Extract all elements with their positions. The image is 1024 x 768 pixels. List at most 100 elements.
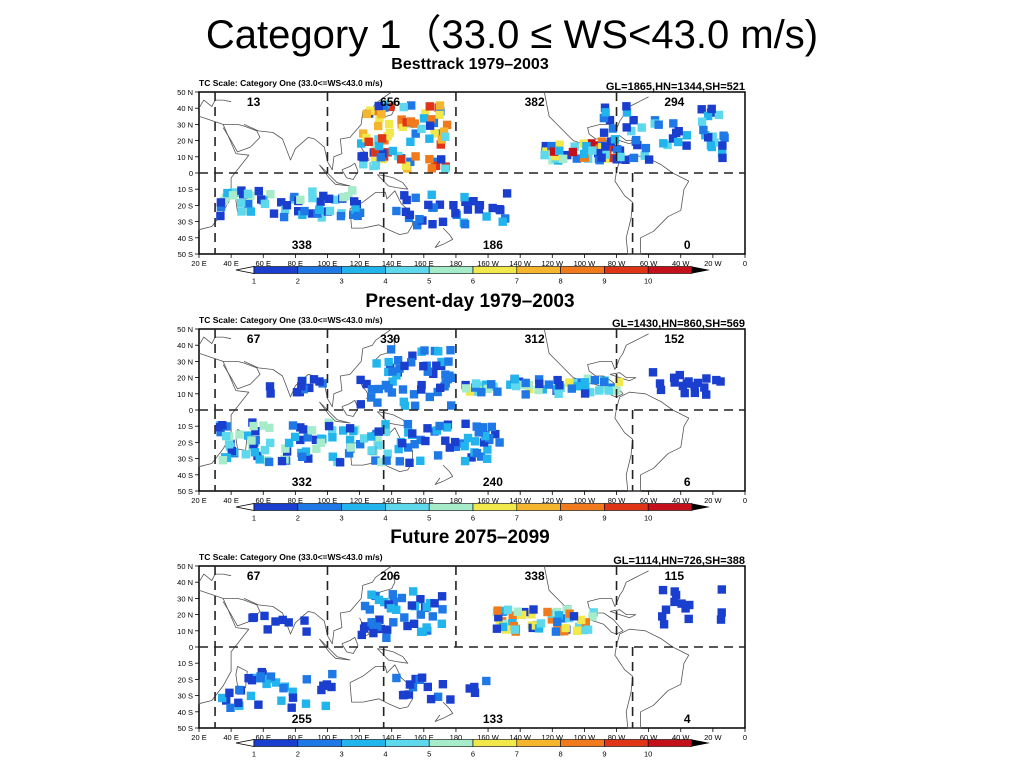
lat-label: 50 N [177,88,193,97]
colorbar-tick: 6 [471,277,475,286]
density-cell-sio [221,431,231,441]
colorbar-segment [253,266,299,274]
density-cell-atl [608,124,618,133]
density-cell-sio [290,432,300,442]
region-count-sio: 338 [292,238,312,252]
density-cell-spac [495,438,504,447]
density-cell-atl [704,133,713,142]
density-cell-wnp [416,595,425,604]
density-cell-spac [435,421,444,431]
lon-label: 60 E [256,733,271,742]
density-cell-atl [682,131,691,140]
map-panel-2: Future 2075–2099 TC Scale: Category One (… [177,527,747,759]
density-cell-sio [383,449,392,458]
density-cell-sio [249,421,258,431]
density-cell-wnp [374,384,383,394]
density-cell-enp [553,617,562,626]
density-cell-atl [610,135,620,144]
density-cell-sio [339,426,348,435]
coastline [614,391,690,492]
density-cell-sio [359,434,369,443]
density-cell-spac [395,457,404,466]
density-cell-wnp [436,140,445,149]
density-cell-atl [703,111,713,121]
density-cell-atl [718,153,727,163]
region-count-wnp: 206 [380,569,400,583]
lon-label: 120 E [350,496,370,505]
density-cell-sio [216,211,225,221]
density-cell-atl [706,141,716,150]
density-cell-enp [582,142,591,151]
density-cell-wnp [388,146,397,156]
density-cell-enp [506,380,515,389]
region-count-satl: 6 [684,475,691,489]
lat-label: 50 N [177,562,193,571]
density-cell-nio [284,618,293,627]
density-cell-sio [335,458,345,467]
coastline [198,352,250,468]
density-cell-sio [237,207,246,216]
density-cell-atl [656,385,666,395]
panel-title: Future 2075–2099 [390,527,550,548]
density-cell-enp [471,379,481,388]
lat-label: 20 N [177,137,193,146]
density-cell-atl [613,145,622,154]
density-cell-sio [297,452,307,461]
density-cell-enp [529,605,538,614]
density-cell-spac [421,436,430,446]
density-cell-sio [316,197,325,206]
lon-label: 120 W [541,733,564,742]
density-cell-atl [674,137,683,147]
density-cell-spac [405,210,415,219]
colorbar-segment [428,503,474,511]
colorbar-segment [472,503,518,511]
colorbar-segment [560,503,605,511]
lon-label: 20 W [704,496,722,505]
lon-label: 140 W [509,259,532,268]
density-cell-sio [218,693,227,703]
density-cell-wnp [419,362,428,371]
colorbar-segment [604,503,649,511]
density-cell-atl [712,375,721,385]
density-cell-wnp [364,137,373,146]
lon-label: 100 W [574,733,597,742]
density-cell-enp [513,607,522,616]
density-cell-sio [296,435,305,445]
density-cell-spac [427,190,436,199]
lat-label: 10 S [178,185,193,194]
density-cell-atl [616,152,625,162]
density-cell-sio [296,423,305,432]
density-cell-sio [280,205,290,214]
density-cell-sio [336,211,346,221]
density-cell-atl [659,139,668,148]
coastline [222,598,261,627]
density-cell-spac [446,695,455,704]
density-cell-enp [510,625,519,634]
lon-label: 140 W [509,496,532,505]
totals-label: GL=1114,HN=726,SH=388 [613,555,745,567]
coastline [434,701,454,722]
density-cell-wnp [407,101,416,110]
colorbar-tick: 7 [515,750,519,759]
lat-label: 0 [189,169,193,178]
lon-label: 160 E [414,496,434,505]
density-cell-enp [534,375,544,384]
density-cell-wnp [380,597,389,607]
colorbar-tick: 8 [559,514,563,523]
density-cell-enp [572,154,581,163]
density-cell-wnp [435,110,444,120]
density-cell-sio [344,449,354,458]
density-cell-wnp [362,109,371,119]
density-cell-sio [265,423,274,433]
density-cell-sio [244,199,253,208]
scale-label: TC Scale: Category One (33.0<=WS<43.0 m/… [199,552,383,562]
density-cell-wnp [359,129,368,138]
density-cell-enp [540,150,549,160]
lat-label: 50 S [178,250,193,259]
density-cell-sio [367,432,376,441]
density-cell-atl [659,620,669,629]
density-cell-enp [604,386,613,395]
density-cell-wnp [420,346,429,355]
density-cell-wnp [425,392,434,402]
density-cell-spac [463,205,473,214]
